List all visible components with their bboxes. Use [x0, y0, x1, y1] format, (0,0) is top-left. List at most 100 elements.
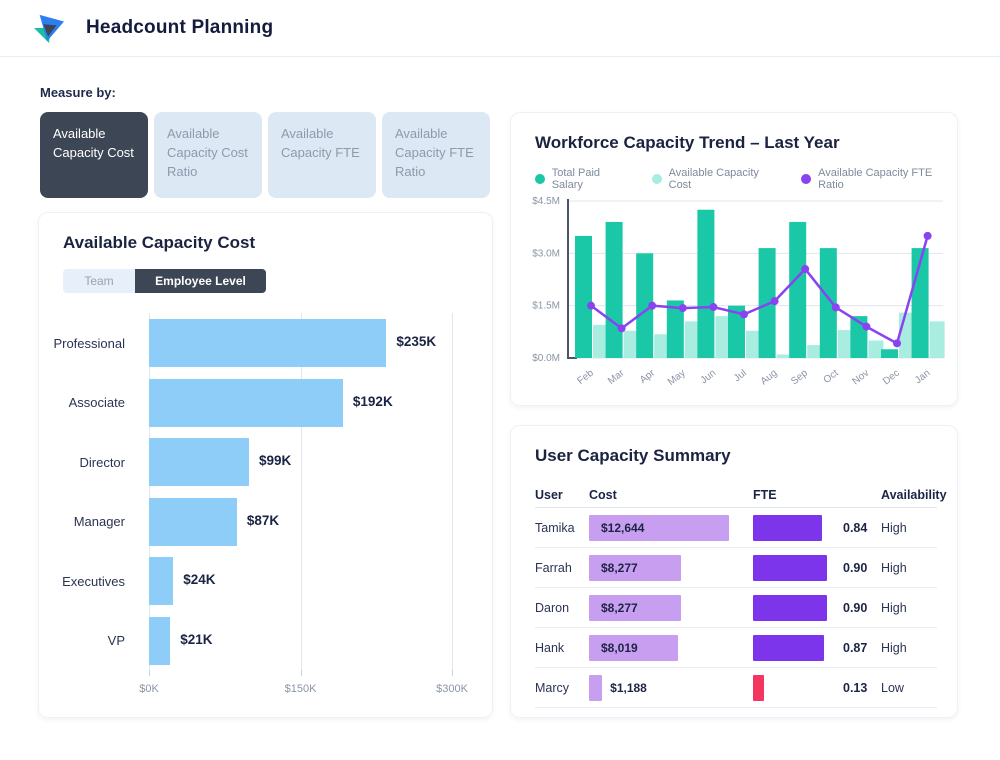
trend-card-title: Workforce Capacity Trend – Last Year	[535, 133, 840, 152]
bar-fill	[149, 438, 249, 486]
x-tick	[452, 670, 453, 676]
x-tick	[300, 670, 302, 676]
bar-row-director: Director $99K	[39, 438, 494, 486]
cost-value-label: $8,019	[601, 640, 638, 655]
user-name: Hank	[535, 640, 565, 655]
bar-track: $24K	[149, 557, 452, 605]
measure-tab-available-capacity-cost[interactable]: Available Capacity Cost	[40, 112, 148, 198]
cost-cell: $8,277	[589, 554, 753, 581]
fte-bar	[753, 674, 764, 701]
table-row-marcy: Marcy $1,188 0.13 Low	[535, 668, 937, 708]
svg-text:May: May	[666, 368, 688, 388]
col-header-user: User	[535, 487, 563, 502]
x-axis-tick-label: $300K	[436, 683, 468, 695]
availability-badge: Low	[881, 680, 904, 695]
svg-text:Jul: Jul	[732, 368, 749, 385]
availability-badge: High	[881, 600, 907, 615]
fte-value-label: 0.87	[843, 640, 868, 655]
toggle-team-button[interactable]: Team	[63, 269, 135, 293]
table-row-hank: Hank $8,019 0.87 High	[535, 628, 937, 668]
svg-text:Oct: Oct	[822, 368, 841, 386]
bar-track: $21K	[149, 616, 452, 665]
legend-item-total-paid-salary[interactable]: Total Paid Salary	[535, 167, 632, 191]
legend-item-available-capacity-fte-ratio[interactable]: Available Capacity FTE Ratio	[801, 167, 957, 191]
svg-text:$4.5M: $4.5M	[532, 196, 560, 207]
col-header-fte: FTE	[753, 487, 777, 502]
cost-bar	[589, 594, 681, 621]
fte-cell	[753, 634, 843, 661]
svg-text:Mar: Mar	[606, 367, 627, 387]
summary-card-title: User Capacity Summary	[535, 446, 731, 465]
user-name: Marcy	[535, 680, 570, 695]
bar-row-executives: Executives $24K	[39, 557, 494, 605]
table-row-farrah: Farrah $8,277 0.90 High	[535, 548, 937, 588]
col-header-availability: Availability	[881, 487, 947, 502]
bar-category-label: VP	[107, 633, 125, 648]
x-axis-tick-label: $0K	[139, 683, 159, 695]
fte-cell	[753, 594, 843, 621]
bar-fill	[149, 319, 387, 367]
bar-row-associate: Associate $192K	[39, 378, 494, 427]
toggle-employee-level-button[interactable]: Employee Level	[135, 269, 266, 293]
cost-cell: $1,188	[589, 674, 753, 701]
bar-category-label: Director	[79, 454, 125, 470]
svg-text:$3.0M: $3.0M	[532, 248, 560, 259]
user-name: Farrah	[535, 560, 572, 575]
svg-text:Sep: Sep	[789, 367, 810, 387]
x-gridline	[452, 313, 453, 670]
fte-value-label: 0.13	[843, 680, 868, 695]
fte-bar	[753, 594, 827, 621]
bar-value-label: $99K	[258, 453, 292, 468]
trend-legend: Total Paid Salary Available Capacity Cos…	[535, 167, 957, 191]
cost-value-label: $8,277	[601, 600, 638, 615]
cost-cell: $12,644	[589, 514, 753, 541]
table-body: Tamika $12,644 0.84 High Farrah $8,277 0.90 Hig…	[535, 508, 937, 708]
measure-tab-available-capacity-fte-ratio[interactable]: Available Capacity FTE Ratio	[382, 112, 490, 198]
bar-track: $192K	[149, 378, 452, 427]
page-title: Headcount Planning	[86, 17, 274, 38]
legend-item-available-capacity-cost[interactable]: Available Capacity Cost	[651, 167, 781, 191]
legend-dot-icon	[651, 174, 662, 184]
app-header: Headcount Planning	[0, 0, 1000, 57]
svg-text:$0.0M: $0.0M	[532, 353, 560, 364]
measure-tab-available-capacity-cost-ratio[interactable]: Available Capacity Cost Ratio	[154, 112, 262, 198]
bar-fill	[149, 497, 237, 546]
bar-fill	[149, 378, 343, 427]
measure-tab-available-capacity-fte[interactable]: Available Capacity FTE	[268, 112, 376, 198]
bar-track: $99K	[149, 438, 452, 486]
cost-value-label: $8,277	[601, 560, 638, 575]
workforce-trend-card: Workforce Capacity Trend – Last Year Tot…	[510, 112, 958, 406]
bar-row-manager: Manager $87K	[39, 497, 494, 546]
available-capacity-cost-card: Available Capacity Cost Team Employee Le…	[38, 212, 493, 718]
x-axis-tick-label: $150K	[284, 683, 317, 695]
bar-fill	[149, 616, 171, 665]
fte-bar	[753, 514, 822, 541]
table-header-row: User Cost FTE Availability	[535, 482, 947, 508]
fte-cell	[753, 554, 843, 581]
cost-cell: $8,019	[589, 634, 753, 661]
bar-fill	[149, 557, 174, 605]
x-tick	[149, 670, 150, 676]
svg-text:$1.5M: $1.5M	[532, 301, 560, 312]
team-employee-toggle: Team Employee Level	[63, 269, 266, 293]
svg-text:Jan: Jan	[913, 368, 932, 387]
legend-dot-icon	[801, 174, 812, 184]
availability-badge: High	[881, 560, 907, 575]
bar-track: $235K	[149, 319, 452, 367]
fte-bar	[753, 634, 825, 661]
fte-value-label: 0.84	[843, 520, 868, 535]
svg-text:Feb: Feb	[575, 367, 596, 387]
bar-track: $87K	[149, 497, 452, 546]
bar-category-label: Professional	[53, 335, 125, 351]
bar-value-label: $21K	[180, 631, 213, 647]
svg-text:Aug: Aug	[759, 368, 780, 388]
cost-bar	[589, 554, 681, 581]
table-row-daron: Daron $8,277 0.90 High	[535, 588, 937, 628]
legend-dot-icon	[535, 174, 545, 184]
bar-value-label: $24K	[183, 572, 216, 587]
svg-text:Nov: Nov	[850, 368, 871, 388]
fte-bar	[753, 554, 827, 581]
availability-badge: High	[881, 520, 907, 535]
table-row-tamika: Tamika $12,644 0.84 High	[535, 508, 937, 548]
trend-combo-chart: $0.0M $1.5M $3.0M $4.5M Feb Mar Apr May Jun Jul Au…	[532, 196, 945, 388]
